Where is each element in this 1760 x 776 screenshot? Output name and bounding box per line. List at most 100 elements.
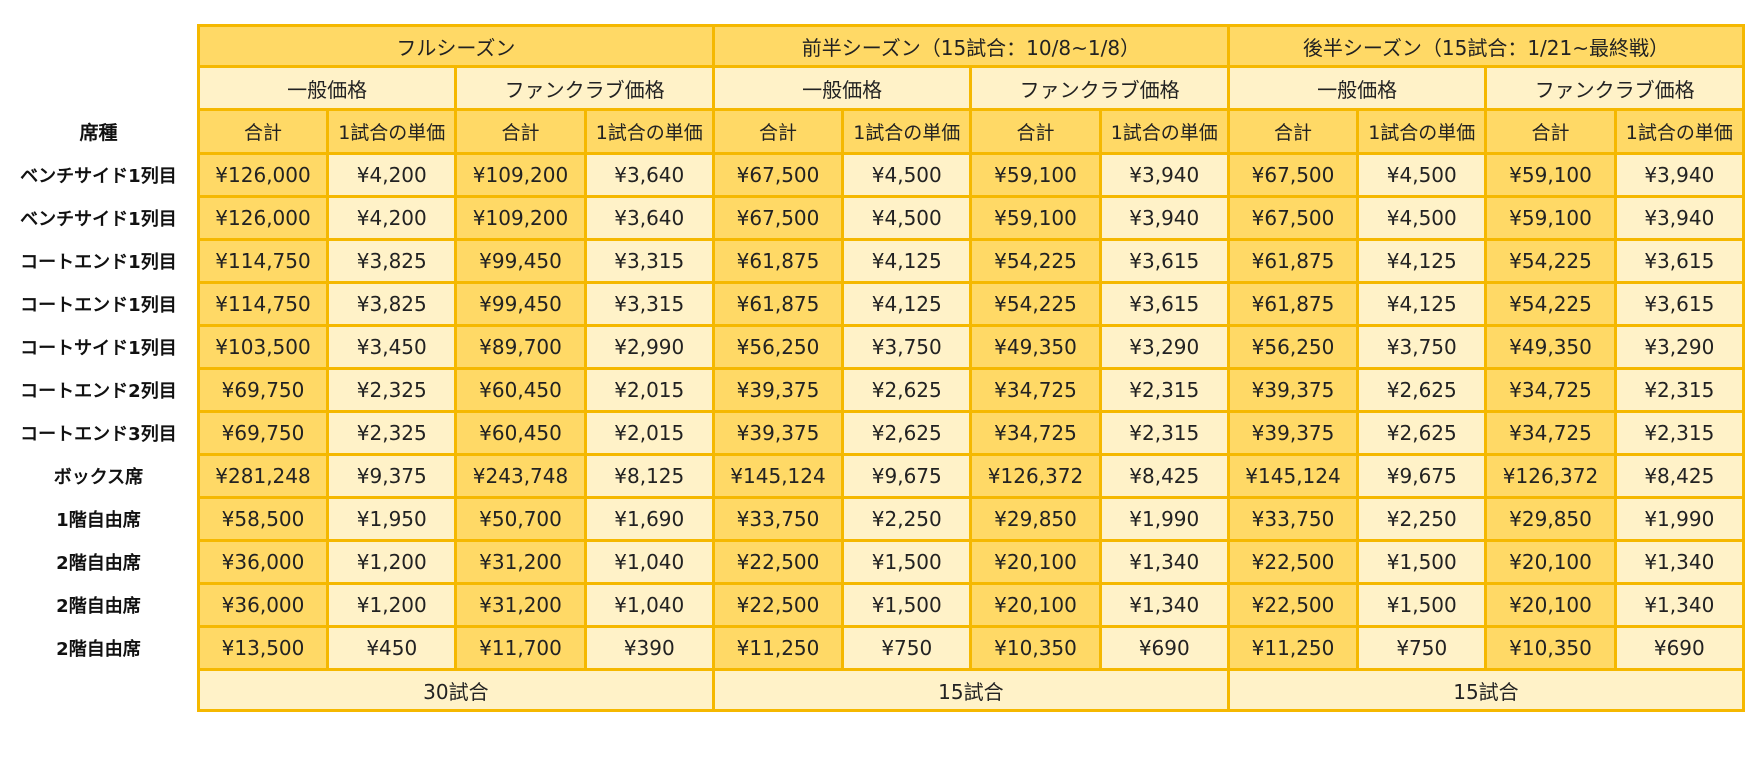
total-price-cell: ¥89,700: [454, 324, 587, 370]
unit-price-cell: ¥3,825: [326, 238, 458, 284]
unit-price-cell: ¥8,125: [583, 453, 715, 499]
table-row: コートエンド1列目 ¥114,750 ¥3,825 ¥99,450 ¥3,315 ¥61,…: [0, 281, 1746, 327]
unit-price-header: 1試合の単価: [841, 108, 973, 155]
total-price-cell: ¥34,725: [969, 410, 1102, 456]
unit-price-cell: ¥3,450: [326, 324, 458, 370]
unit-price-cell: ¥2,315: [1098, 410, 1230, 456]
unit-price-cell: ¥8,425: [1098, 453, 1230, 499]
total-price-cell: ¥126,000: [196, 195, 330, 241]
price-type-general: 一般価格: [1226, 65, 1488, 111]
unit-price-cell: ¥1,340: [1098, 582, 1230, 628]
table-row: 2階自由席 ¥13,500 ¥450 ¥11,700 ¥390 ¥11,250 ¥750 ¥1…: [0, 625, 1746, 671]
total-header: 合計: [196, 108, 330, 155]
total-price-cell: ¥114,750: [196, 281, 330, 327]
total-price-cell: ¥34,725: [1484, 410, 1617, 456]
total-price-cell: ¥56,250: [1226, 324, 1360, 370]
unit-price-cell: ¥2,315: [1613, 367, 1746, 413]
unit-price-cell: ¥4,200: [326, 195, 458, 241]
unit-price-cell: ¥3,315: [583, 238, 715, 284]
seat-type-label: ボックス席: [0, 454, 199, 498]
unit-price-cell: ¥4,125: [1356, 238, 1488, 284]
corner-blank: [0, 66, 199, 110]
unit-price-cell: ¥4,125: [841, 281, 973, 327]
table-row: コートエンド3列目 ¥69,750 ¥2,325 ¥60,450 ¥2,015 ¥39,3…: [0, 410, 1746, 456]
unit-price-cell: ¥2,315: [1098, 367, 1230, 413]
price-type-general: 一般価格: [196, 65, 458, 111]
unit-price-cell: ¥3,940: [1613, 195, 1746, 241]
total-price-cell: ¥33,750: [1226, 496, 1360, 542]
unit-price-cell: ¥2,625: [1356, 367, 1488, 413]
total-price-cell: ¥67,500: [711, 152, 845, 198]
unit-price-header: 1試合の単価: [583, 108, 715, 155]
unit-price-cell: ¥8,425: [1613, 453, 1746, 499]
season-second-half-header: 後半シーズン（15試合：1/21~最終戦）: [1226, 24, 1746, 68]
table-row: 2階自由席 ¥36,000 ¥1,200 ¥31,200 ¥1,040 ¥22,500 ¥1…: [0, 582, 1746, 628]
unit-price-cell: ¥9,675: [1356, 453, 1488, 499]
unit-price-cell: ¥3,290: [1613, 324, 1746, 370]
seat-type-label: ベンチサイド1列目: [0, 196, 199, 240]
unit-price-cell: ¥3,615: [1098, 238, 1230, 284]
season-header-row: フルシーズン 前半シーズン（15試合：10/8~1/8） 後半シーズン（15試合…: [0, 24, 1746, 68]
total-price-cell: ¥60,450: [454, 367, 587, 413]
corner-blank: [0, 669, 199, 711]
unit-price-cell: ¥3,825: [326, 281, 458, 327]
unit-price-cell: ¥1,690: [583, 496, 715, 542]
total-price-cell: ¥60,450: [454, 410, 587, 456]
seat-type-label: ベンチサイド1列目: [0, 153, 199, 197]
total-price-cell: ¥114,750: [196, 238, 330, 284]
total-price-cell: ¥145,124: [711, 453, 845, 499]
games-count-second-half: 15試合: [1226, 668, 1746, 712]
total-price-cell: ¥22,500: [1226, 582, 1360, 628]
unit-price-cell: ¥4,200: [326, 152, 458, 198]
seat-type-label: コートエンド1列目: [0, 239, 199, 283]
unit-price-cell: ¥2,015: [583, 367, 715, 413]
unit-price-cell: ¥2,325: [326, 410, 458, 456]
total-price-cell: ¥11,250: [711, 625, 845, 671]
total-price-cell: ¥69,750: [196, 367, 330, 413]
unit-price-cell: ¥3,640: [583, 195, 715, 241]
price-type-header-row: 一般価格 ファンクラブ価格 一般価格 ファンクラブ価格 一般価格 ファンクラブ価…: [0, 65, 1745, 111]
total-price-cell: ¥39,375: [1226, 410, 1360, 456]
total-price-cell: ¥126,372: [1484, 453, 1617, 499]
unit-price-header: 1試合の単価: [1098, 108, 1230, 155]
total-price-cell: ¥67,500: [1226, 152, 1360, 198]
total-price-cell: ¥61,875: [711, 238, 845, 284]
unit-price-cell: ¥690: [1613, 625, 1746, 671]
unit-price-cell: ¥1,040: [583, 582, 715, 628]
unit-price-cell: ¥390: [583, 625, 715, 671]
total-price-cell: ¥281,248: [196, 453, 330, 499]
total-price-cell: ¥61,875: [1226, 281, 1360, 327]
total-header: 合計: [454, 108, 587, 155]
total-price-cell: ¥13,500: [196, 625, 330, 671]
unit-price-cell: ¥1,990: [1613, 496, 1746, 542]
unit-price-cell: ¥1,040: [583, 539, 715, 585]
total-price-cell: ¥58,500: [196, 496, 330, 542]
total-price-cell: ¥49,350: [969, 324, 1102, 370]
total-price-cell: ¥11,250: [1226, 625, 1360, 671]
total-price-cell: ¥36,000: [196, 539, 330, 585]
unit-price-header: 1試合の単価: [1356, 108, 1488, 155]
unit-price-cell: ¥1,990: [1098, 496, 1230, 542]
unit-price-cell: ¥2,315: [1613, 410, 1746, 456]
price-type-fanclub: ファンクラブ価格: [454, 65, 715, 111]
total-price-cell: ¥20,100: [969, 582, 1102, 628]
total-price-cell: ¥20,100: [1484, 582, 1617, 628]
unit-price-cell: ¥4,125: [841, 238, 973, 284]
table-row: コートエンド1列目 ¥114,750 ¥3,825 ¥99,450 ¥3,315 ¥61,…: [0, 238, 1746, 284]
unit-price-cell: ¥3,615: [1613, 238, 1746, 284]
total-price-cell: ¥99,450: [454, 238, 587, 284]
unit-price-cell: ¥2,625: [1356, 410, 1488, 456]
unit-price-cell: ¥1,500: [1356, 582, 1488, 628]
total-header: 合計: [1226, 108, 1360, 155]
unit-price-cell: ¥1,200: [326, 582, 458, 628]
table-row: ベンチサイド1列目 ¥126,000 ¥4,200 ¥109,200 ¥3,640 ¥67…: [0, 195, 1746, 241]
price-table: フルシーズン 前半シーズン（15試合：10/8~1/8） 後半シーズン（15試合…: [0, 24, 1746, 712]
total-price-cell: ¥29,850: [969, 496, 1102, 542]
unit-price-cell: ¥9,375: [326, 453, 458, 499]
total-price-cell: ¥22,500: [711, 539, 845, 585]
total-price-cell: ¥54,225: [1484, 281, 1617, 327]
total-price-cell: ¥109,200: [454, 195, 587, 241]
seat-type-header: 席種: [0, 109, 199, 154]
unit-price-cell: ¥1,200: [326, 539, 458, 585]
unit-price-cell: ¥4,500: [841, 195, 973, 241]
